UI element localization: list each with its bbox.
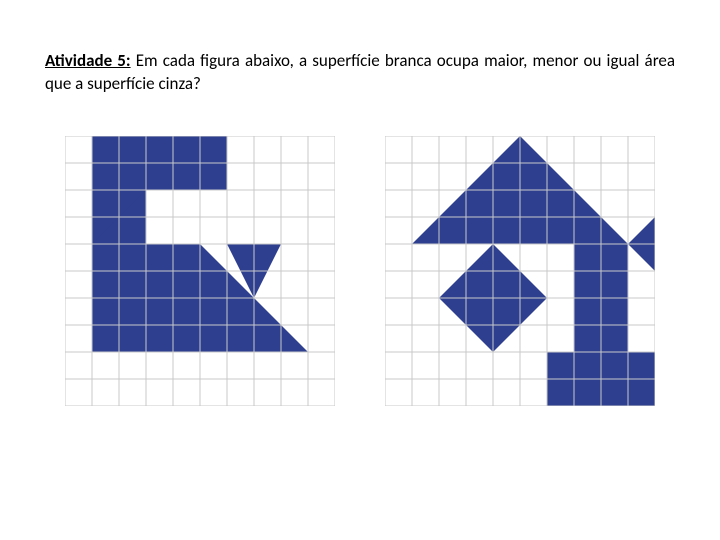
figure-right (385, 136, 655, 406)
figure-left (65, 136, 335, 406)
activity-label: Atividade 5: (45, 50, 131, 71)
question-text: Atividade 5: Em cada figura abaixo, a su… (45, 50, 675, 96)
figures-row (45, 136, 675, 406)
activity-body: Em cada figura abaixo, a superfície bran… (45, 50, 675, 94)
